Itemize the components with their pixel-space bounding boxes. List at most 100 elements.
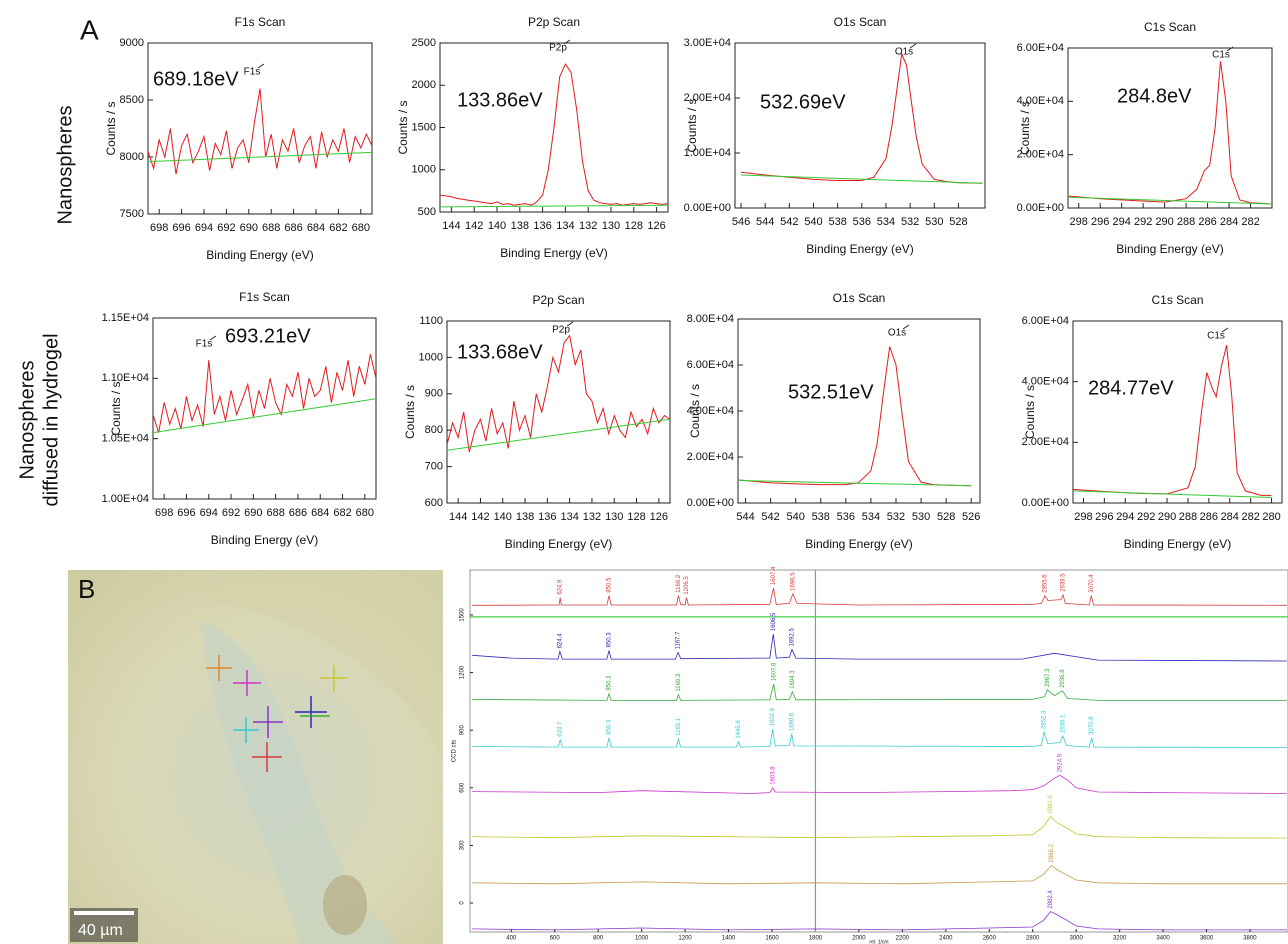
peak-label: 1169.3	[676, 673, 682, 692]
peak-pointer	[566, 321, 574, 327]
peak-pointer	[909, 43, 917, 49]
x-tick-label: 534	[862, 511, 880, 523]
x-tick-label: 140	[494, 511, 512, 523]
peak-label: 1167.7	[676, 631, 682, 650]
data-line	[446, 334, 671, 453]
data-line	[1067, 196, 1273, 205]
x-tick-label: 126	[647, 220, 665, 232]
data-line	[446, 418, 671, 451]
x-tick-label: 282	[1241, 511, 1259, 523]
y-tick-label: 1.10E+04	[102, 372, 149, 384]
x-tick-label: 290	[1158, 511, 1176, 523]
x-tick-label: 544	[736, 511, 754, 523]
peak-pointer	[257, 63, 265, 69]
x-tick-label: 400	[506, 936, 517, 942]
data-line	[472, 774, 1287, 794]
y-axis-label: Counts / s	[1018, 101, 1032, 155]
x-tick-label: 286	[1200, 511, 1218, 523]
y-tick-label: 1.15E+04	[102, 312, 149, 324]
peak-label: 624.9	[558, 579, 564, 595]
peak-label: 2855.6	[1042, 574, 1048, 593]
data-line	[472, 911, 1287, 931]
data-line	[472, 815, 1287, 839]
peak-label: 624.7	[558, 721, 564, 737]
chart-title: O1s Scan	[834, 15, 887, 29]
x-tick-label: 288	[1179, 511, 1197, 523]
x-tick-label: 528	[937, 511, 955, 523]
y-tick-label: 0.00E+00	[687, 497, 734, 509]
data-line	[1072, 490, 1272, 498]
x-tick-label: 126	[650, 511, 668, 523]
y-tick-label: 1000	[412, 164, 436, 176]
data-line	[472, 865, 1287, 885]
y-axis-label: Counts / s	[396, 100, 410, 154]
y-tick-label: 4.00E+04	[1022, 376, 1069, 388]
data-line	[740, 174, 983, 184]
peak-label: 1169.1	[676, 717, 682, 736]
peak-label: 850.3	[607, 675, 613, 691]
x-tick-label: 1200	[678, 936, 692, 942]
y-tick-label: 700	[425, 461, 443, 473]
x-tick-label: 2400	[939, 936, 953, 942]
peak-label: 2886.2	[1049, 844, 1055, 863]
energy-label: 532.69eV	[760, 91, 846, 113]
x-tick-label: 138	[516, 511, 534, 523]
y-axis-label: Counts / s	[109, 381, 123, 435]
x-tick-label: 684	[307, 222, 325, 234]
x-tick-label: 692	[217, 222, 235, 234]
y-tick-label: 3.00E+04	[684, 37, 731, 49]
x-tick-label: 292	[1137, 511, 1155, 523]
x-tick-label: 132	[579, 220, 597, 232]
energy-label: 689.18eV	[153, 68, 239, 90]
x-tick-label: 528	[949, 216, 967, 228]
x-tick-label: 130	[602, 220, 620, 232]
x-tick-label: 132	[583, 511, 601, 523]
y-tick-label: 0.00E+00	[1017, 202, 1064, 214]
x-tick-label: 128	[625, 220, 643, 232]
y-tick-label: 4.00E+04	[687, 405, 734, 417]
peak-name: P2p	[552, 325, 570, 336]
peak-name: F1s	[244, 67, 261, 78]
plot-frame	[446, 320, 671, 504]
plot-frame	[737, 318, 981, 504]
x-axis-label: Binding Energy (eV)	[505, 537, 612, 551]
x-tick-label: 530	[912, 511, 930, 523]
x-tick-label: 538	[812, 511, 830, 523]
y-tick-label: 8000	[120, 151, 144, 163]
peak-label: 1606.5	[771, 612, 777, 631]
chart-title: C1s Scan	[1144, 20, 1196, 34]
x-tick-label: 142	[471, 511, 489, 523]
peak-label: 1602.8	[770, 707, 776, 726]
y-tick-label: 900	[460, 724, 466, 735]
x-tick-label: 138	[511, 220, 529, 232]
micrograph: 40 µm	[68, 570, 443, 944]
y-tick-label: 8.00E+04	[687, 313, 734, 325]
x-tick-label: 526	[962, 511, 980, 523]
chart-title: O1s Scan	[833, 291, 886, 305]
x-tick-label: 294	[1116, 511, 1134, 523]
y-axis-label: Counts / s	[403, 385, 417, 439]
x-tick-label: 800	[593, 936, 604, 942]
peak-name: O1s	[895, 47, 913, 58]
x-tick-label: 544	[756, 216, 774, 228]
data-line	[472, 729, 1287, 748]
peak-label: 3070.4	[1089, 574, 1095, 593]
x-tick-label: 1600	[765, 936, 779, 942]
peak-label: 3070.8	[1089, 716, 1095, 735]
x-tick-label: 290	[1155, 216, 1173, 228]
x-tick-label: 2000	[852, 936, 866, 942]
peak-label: 2852.3	[1042, 710, 1048, 729]
x-tick-label: 530	[925, 216, 943, 228]
x-tick-label: 292	[1134, 216, 1152, 228]
peak-label: 1603.8	[770, 766, 776, 785]
energy-label: 284.8eV	[1117, 85, 1192, 107]
x-tick-label: 3400	[1156, 936, 1170, 942]
plot-frame	[734, 42, 986, 209]
chart-title: P2p Scan	[528, 15, 580, 29]
x-tick-label: 128	[627, 511, 645, 523]
x-tick-label: 694	[195, 222, 213, 234]
x-tick-label: 692	[222, 507, 240, 519]
y-tick-label: 0.00E+00	[684, 202, 731, 214]
data-line	[439, 204, 669, 208]
